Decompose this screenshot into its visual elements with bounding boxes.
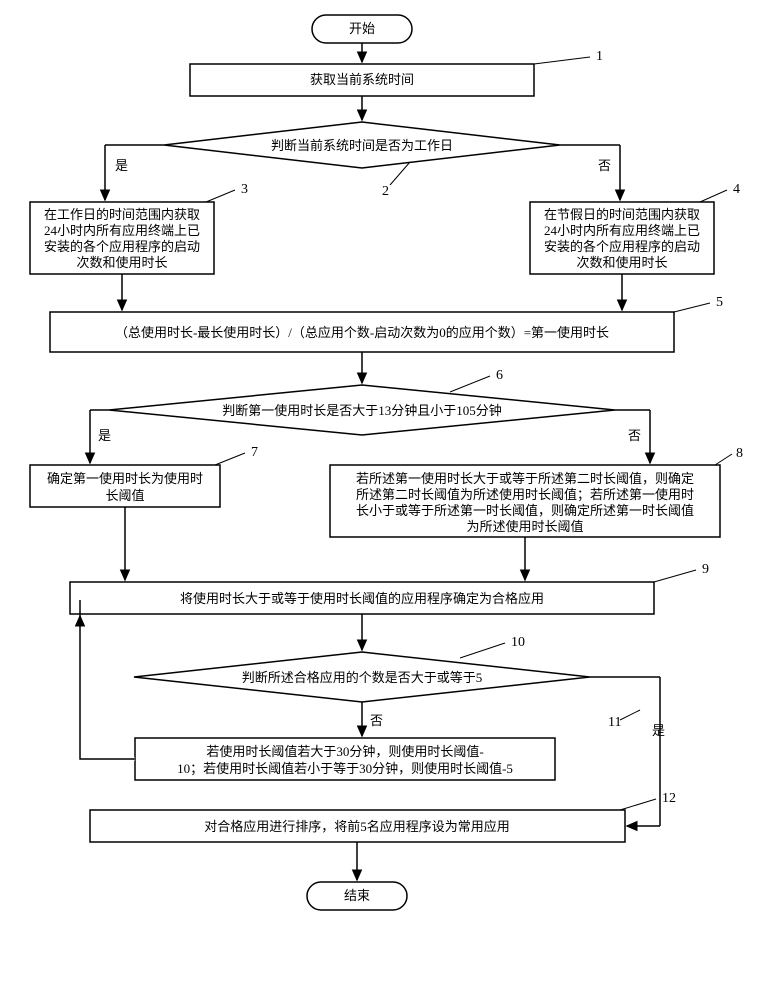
callout-3: 3 — [241, 182, 248, 197]
n1-text: 获取当前系统时间 — [310, 72, 414, 87]
n4-l0: 在节假日的时间范围内获取 — [544, 207, 700, 222]
n8-l1: 所述第二时长阈值为所述使用时长阈值；若所述第一使用时 — [356, 487, 694, 503]
callout-2: 2 — [382, 184, 389, 199]
node-8: 若所述第一使用时长大于或等于所述第二时长阈值，则确定 所述第二时长阈值为所述使用… — [330, 465, 720, 537]
callout-line — [674, 303, 710, 312]
n3-l2: 安装的各个应用程序的启动 — [44, 239, 200, 254]
n4-l1: 24小时内所有应用终端上已 — [544, 223, 700, 238]
node-10: 判断所述合格应用的个数是否大于或等于5 — [134, 652, 590, 702]
callout-line — [534, 57, 590, 64]
callout-6: 6 — [496, 368, 503, 383]
node-4: 在节假日的时间范围内获取 24小时内所有应用终端上已 安装的各个应用程序的启动 … — [530, 202, 714, 274]
callout-line — [620, 710, 640, 720]
n11-l1: 10；若使用时长阈值若小于等于30分钟，则使用时长阈值-5 — [177, 761, 513, 777]
n9-l0: 将使用时长大于或等于使用时长阈值的应用程序确定为合格应用 — [180, 591, 544, 606]
n8-l0: 若所述第一使用时长大于或等于所述第二时长阈值，则确定 — [356, 471, 694, 486]
callout-7: 7 — [251, 445, 258, 460]
n3-l3: 次数和使用时长 — [76, 255, 167, 270]
n4-l3: 次数和使用时长 — [576, 255, 667, 270]
n7-l0: 确定第一使用时长为使用时 — [47, 471, 203, 486]
n4-l2: 安装的各个应用程序的启动 — [544, 239, 700, 254]
callout-8: 8 — [736, 446, 743, 461]
n8-l2: 长小于或等于所述第一时长阈值，则确定所述第一时长阈值 — [356, 503, 694, 518]
n3-l0: 在工作日的时间范围内获取 — [44, 207, 200, 222]
node-3: 在工作日的时间范围内获取 24小时内所有应用终端上已 安装的各个应用程序的启动 … — [30, 202, 214, 274]
callout-line — [715, 454, 732, 465]
callout-line — [700, 190, 727, 202]
callout-line — [390, 162, 410, 185]
node-9: 将使用时长大于或等于使用时长阈值的应用程序确定为合格应用 — [70, 582, 654, 614]
callout-4: 4 — [733, 182, 740, 197]
callout-10: 10 — [511, 635, 525, 650]
branch-no-3: 否 — [370, 713, 383, 728]
callout-line — [654, 570, 696, 582]
branch-yes-3-1: 是 — [652, 723, 665, 738]
callout-1: 1 — [596, 49, 603, 64]
n2-text: 判断当前系统时间是否为工作日 — [271, 138, 453, 153]
callout-5: 5 — [716, 295, 723, 310]
callout-11: 11 — [608, 715, 621, 730]
n7-l1: 长阈值 — [105, 488, 144, 503]
callout-line — [620, 799, 656, 810]
n3-l1: 24小时内所有应用终端上已 — [44, 223, 200, 238]
edge-mask — [80, 616, 135, 759]
branch-yes-2: 是 — [98, 428, 111, 443]
callout-line — [206, 190, 235, 202]
terminal-end: 结束 — [307, 882, 407, 910]
start-label: 开始 — [349, 21, 375, 36]
n10-l0: 判断所述合格应用的个数是否大于或等于5 — [242, 670, 483, 685]
callout-line — [450, 376, 490, 392]
node-5: （总使用时长-最长使用时长）/（总应用个数-启动次数为0的应用个数）=第一使用时… — [50, 312, 674, 352]
n6-l0: 判断第一使用时长是否大于13分钟且小于105分钟 — [222, 403, 502, 418]
node-12: 对合格应用进行排序，将前5名应用程序设为常用应用 — [90, 810, 625, 842]
node-6: 判断第一使用时长是否大于13分钟且小于105分钟 — [109, 385, 615, 435]
callout-line — [460, 643, 505, 658]
branch-no-2: 否 — [628, 428, 641, 443]
edge-loop — [80, 616, 135, 759]
callout-line — [215, 453, 245, 465]
branch-no: 否 — [598, 158, 611, 173]
n8-l3: 为所述使用时长阈值 — [466, 519, 583, 534]
flowchart-canvas: 开始 获取当前系统时间 1 判断当前系统时间是否为工作日 2 是 否 在工作日的… — [20, 10, 744, 990]
node-7: 确定第一使用时长为使用时 长阈值 — [30, 465, 220, 507]
end-label: 结束 — [344, 888, 370, 903]
node-1: 获取当前系统时间 — [190, 64, 534, 96]
callout-12: 12 — [662, 791, 676, 806]
n12-l0: 对合格应用进行排序，将前5名应用程序设为常用应用 — [204, 819, 510, 834]
n5-l0: （总使用时长-最长使用时长）/（总应用个数-启动次数为0的应用个数）=第一使用时… — [115, 325, 609, 340]
n11-l0: 若使用时长阈值若大于30分钟，则使用时长阈值- — [206, 744, 483, 759]
node-2: 判断当前系统时间是否为工作日 — [164, 122, 560, 168]
branch-yes: 是 — [115, 158, 128, 173]
callout-9: 9 — [702, 562, 709, 577]
node-11: 若使用时长阈值若大于30分钟，则使用时长阈值- 10；若使用时长阈值若小于等于3… — [135, 738, 555, 780]
terminal-start: 开始 — [312, 15, 412, 43]
